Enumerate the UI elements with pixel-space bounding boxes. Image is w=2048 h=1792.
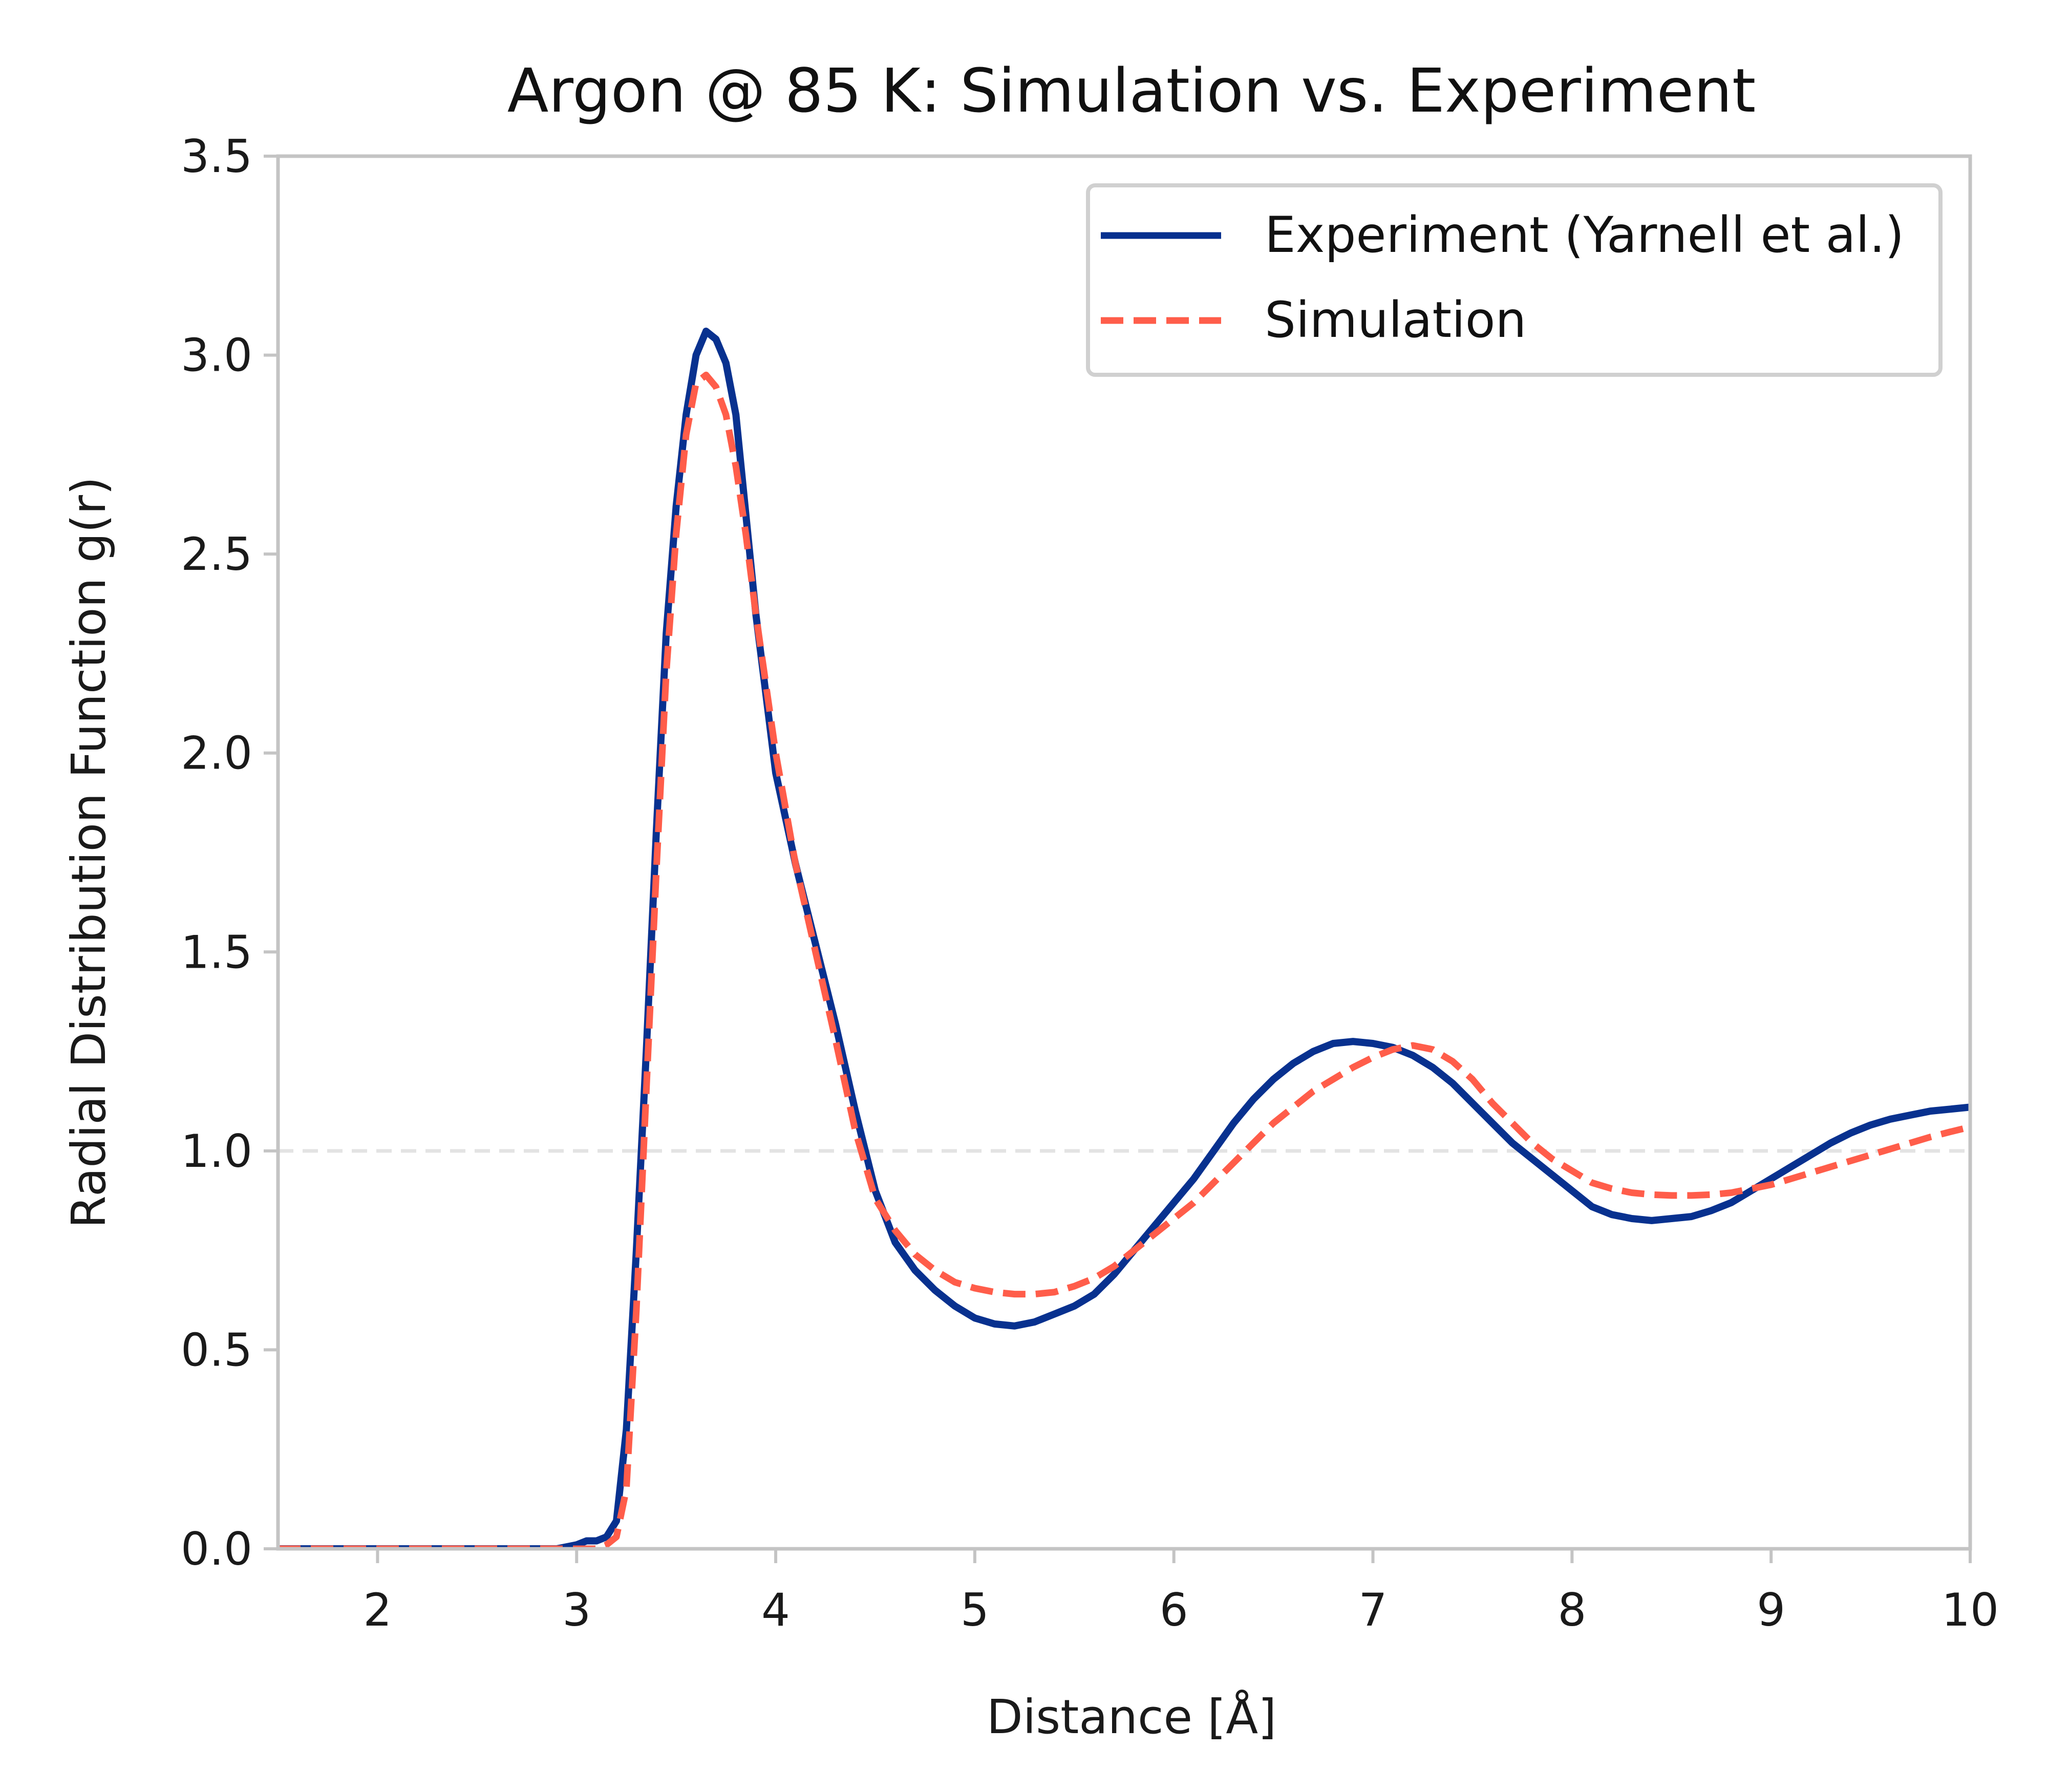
x-tick-label: 9 xyxy=(1757,1584,1785,1636)
y-tick-label: 0.5 xyxy=(181,1324,252,1376)
x-axis-label: Distance [Å] xyxy=(987,1689,1276,1744)
x-tick-label: 10 xyxy=(1942,1584,1999,1636)
plot-frame xyxy=(276,154,1972,1551)
x-tick-label: 8 xyxy=(1558,1584,1586,1636)
x-tick-label: 4 xyxy=(761,1584,790,1636)
legend: Experiment (Yarnell et al.) Simulation xyxy=(1086,183,1943,377)
x-tick-label: 6 xyxy=(1160,1584,1188,1636)
y-tick-label: 1.0 xyxy=(181,1125,252,1178)
legend-box xyxy=(1086,183,1943,377)
legend-label-simulation: Simulation xyxy=(1265,291,1526,349)
x-tick-label: 3 xyxy=(562,1584,591,1636)
y-tick-label: 2.0 xyxy=(181,727,252,780)
x-tick-label: 7 xyxy=(1359,1584,1388,1636)
axes: 2 3 4 5 6 7 8 9 10 0.0 0.5 1.0 1.5 2.0 2.5 3.0 3.5 xyxy=(181,130,1999,1636)
plot-area xyxy=(278,327,1970,1549)
y-axis-label: Radial Distribution Function g(r) xyxy=(61,477,116,1228)
x-tick-label: 2 xyxy=(363,1584,392,1636)
x-tick-label: 5 xyxy=(961,1584,989,1636)
y-tick-label: 1.5 xyxy=(181,926,252,978)
y-tick-label: 3.0 xyxy=(181,329,252,382)
y-tick-label: 0.0 xyxy=(181,1523,252,1575)
series-line-experiment xyxy=(278,327,1970,1549)
series-line-simulation xyxy=(278,371,1970,1549)
y-tick-label: 2.5 xyxy=(181,528,252,581)
chart-title: Argon @ 85 K: Simulation vs. Experiment xyxy=(507,55,1756,126)
y-tick-label: 3.5 xyxy=(181,130,252,183)
legend-label-experiment: Experiment (Yarnell et al.) xyxy=(1265,206,1904,264)
